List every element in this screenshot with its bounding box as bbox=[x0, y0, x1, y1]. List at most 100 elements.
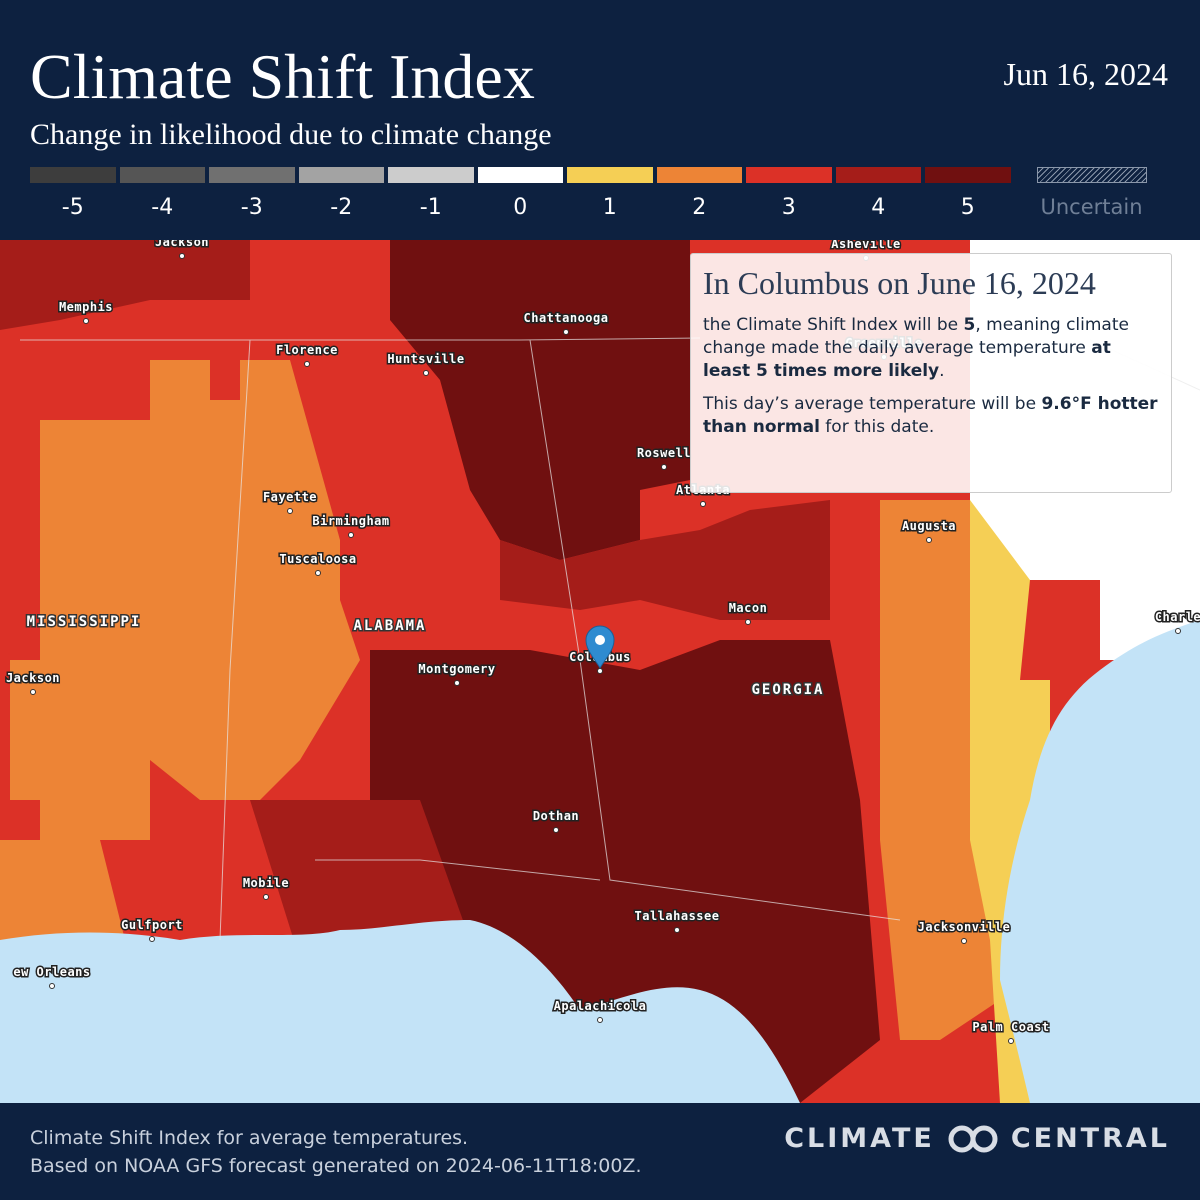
city-label: Huntsville bbox=[387, 352, 464, 366]
city-dot bbox=[30, 689, 36, 695]
city-label: Mobile bbox=[243, 876, 289, 890]
popup-segment: for this date. bbox=[819, 417, 935, 437]
water bbox=[0, 920, 800, 1103]
zone bbox=[0, 240, 250, 330]
city-dot bbox=[179, 253, 185, 259]
legend-item: 0 bbox=[477, 167, 563, 220]
city-label: Dothan bbox=[533, 809, 579, 823]
legend-label: 1 bbox=[602, 195, 617, 220]
legend-item: 5 bbox=[925, 167, 1011, 220]
popup-segment: . bbox=[939, 361, 945, 381]
legend-swatch bbox=[30, 167, 116, 183]
legend-label: -2 bbox=[330, 195, 353, 220]
popup-segment: This day’s average temperature will be bbox=[703, 394, 1042, 414]
footer: Climate Shift Index for average temperat… bbox=[0, 1103, 1200, 1200]
city-dot bbox=[700, 501, 706, 507]
legend-swatch bbox=[298, 167, 384, 183]
popup-segment: 9.6°F hotter than normal bbox=[703, 394, 1158, 437]
logo: CLIMATE CENTRAL bbox=[784, 1123, 1170, 1154]
city-dot bbox=[263, 894, 269, 900]
legend-label: 2 bbox=[692, 195, 707, 220]
city-label: Florence bbox=[276, 343, 338, 357]
popup-segment: , meaning climate change made the daily … bbox=[703, 315, 1129, 358]
city-label: Birmingham bbox=[312, 514, 389, 528]
legend-item: -1 bbox=[388, 167, 474, 220]
zone bbox=[500, 500, 830, 620]
city-label: Tuscaloosa bbox=[279, 552, 356, 566]
water bbox=[1000, 620, 1200, 1103]
labels: Jackson Memphis Chattanooga Asheville Floren… bbox=[4, 240, 1200, 1044]
legend-item: -3 bbox=[209, 167, 295, 220]
legend-swatch bbox=[567, 167, 653, 183]
city-dot bbox=[661, 464, 667, 470]
city-dot bbox=[1008, 1038, 1014, 1044]
city-label: Fayette bbox=[263, 490, 317, 504]
legend-swatch bbox=[835, 167, 921, 183]
legend-label: -4 bbox=[151, 195, 174, 220]
footer-line: Climate Shift Index for average temperat… bbox=[30, 1127, 469, 1149]
footer-line: Based on NOAA GFS forecast generated on … bbox=[30, 1155, 642, 1177]
popup: In Columbus on June 16, 2024 the Climate… bbox=[690, 253, 1172, 493]
city-dot bbox=[348, 532, 354, 538]
city-dot bbox=[315, 570, 321, 576]
legend-item: -4 bbox=[119, 167, 205, 220]
legend-label: Uncertain bbox=[1040, 195, 1143, 219]
pin-dot bbox=[595, 635, 605, 645]
legend-swatch bbox=[477, 167, 563, 183]
legend-item: Uncertain bbox=[1036, 167, 1147, 220]
city-dot bbox=[563, 329, 569, 335]
logo-text: CLIMATE bbox=[784, 1123, 935, 1154]
city-label: Jackson bbox=[6, 671, 60, 685]
city-dot bbox=[597, 1017, 603, 1023]
state-label: ALABAMA bbox=[353, 618, 426, 634]
legend-swatch bbox=[1036, 167, 1147, 183]
pin[interactable] bbox=[585, 625, 615, 669]
legend-item: 2 bbox=[656, 167, 742, 220]
pin-marker[interactable] bbox=[585, 625, 615, 669]
legend-label: 5 bbox=[960, 195, 975, 220]
zone bbox=[10, 360, 360, 840]
city-dot bbox=[597, 668, 603, 674]
city-dot bbox=[83, 318, 89, 324]
state-label: MISSISSIPPI bbox=[27, 614, 142, 630]
city-dot bbox=[287, 508, 293, 514]
city-label: Tallahassee bbox=[635, 909, 720, 923]
city-label: Jacksonville bbox=[918, 920, 1011, 934]
city-label: Palm Coast bbox=[972, 1020, 1049, 1034]
legend-item: -5 bbox=[30, 167, 116, 220]
city-dot bbox=[553, 827, 559, 833]
legend: -5 -4 -3 -2 -1 0 1 2 3 4 5 Uncertain bbox=[30, 167, 1147, 220]
city-label: Memphis bbox=[59, 300, 113, 314]
legend-label: -1 bbox=[419, 195, 442, 220]
city-label: ew Orleans bbox=[13, 965, 90, 979]
legend-item: 1 bbox=[567, 167, 653, 220]
legend-label: -3 bbox=[240, 195, 263, 220]
legend-label: 4 bbox=[871, 195, 886, 220]
zone bbox=[390, 240, 690, 560]
city-label: Gulfport bbox=[121, 918, 183, 932]
legend-label: 0 bbox=[513, 195, 528, 220]
city-label: Macon bbox=[729, 601, 768, 615]
legend-item: 4 bbox=[835, 167, 921, 220]
city-dot bbox=[961, 938, 967, 944]
city-label: Charle bbox=[1155, 610, 1200, 624]
legend-swatch bbox=[209, 167, 295, 183]
date: Jun 16, 2024 bbox=[1003, 56, 1168, 92]
state-label: GEORGIA bbox=[751, 682, 824, 698]
city-label: Augusta bbox=[902, 519, 956, 533]
city-dot bbox=[926, 537, 932, 543]
city-label: Asheville bbox=[831, 240, 901, 251]
legend-label: -5 bbox=[61, 195, 84, 220]
popup-segment: at least 5 times more likely bbox=[703, 338, 1111, 381]
title: Climate Shift Index bbox=[30, 41, 535, 112]
city-dot bbox=[423, 370, 429, 376]
city-dot bbox=[745, 619, 751, 625]
city-label: Apalachicola bbox=[554, 999, 647, 1013]
city-dot bbox=[674, 927, 680, 933]
popup-segment: the Climate Shift Index will be bbox=[703, 315, 964, 335]
city-dot bbox=[149, 936, 155, 942]
city-dot bbox=[1175, 628, 1181, 634]
legend-item: -2 bbox=[298, 167, 384, 220]
legend-item: 3 bbox=[746, 167, 832, 220]
